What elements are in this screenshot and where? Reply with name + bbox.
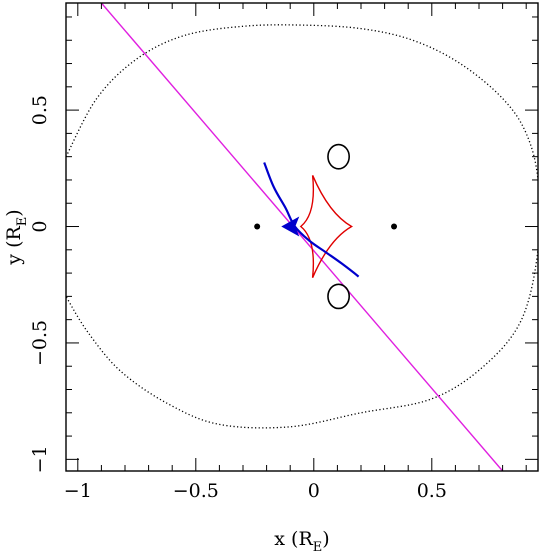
lens-position-1	[254, 223, 261, 230]
y-tick-label: 0.5	[29, 95, 51, 125]
central-caustic	[299, 175, 354, 278]
y-tick-label: 0	[29, 220, 51, 232]
lens-position-2	[391, 223, 398, 230]
y-tick-label: −0.5	[29, 320, 51, 366]
source-trajectory-line	[100, 3, 504, 471]
x-tick-label: 0	[308, 480, 320, 502]
plot-frame	[65, 2, 539, 472]
critical-curve	[66, 24, 538, 429]
plot-content	[66, 3, 538, 471]
planetary-caustic-2	[327, 283, 350, 310]
y-tick-label: −1	[29, 445, 51, 473]
axis-ticks	[66, 3, 538, 471]
x-axis-label: x (RE)	[274, 528, 329, 555]
x-tick-label: −1	[64, 480, 92, 502]
x-tick-label: 0.5	[417, 480, 447, 502]
source-track-curve	[263, 162, 360, 278]
tick-labels: −1 −0.5 0 0.5 −1 −0.5 0 0.5	[29, 95, 447, 502]
x-tick-label: −0.5	[173, 480, 219, 502]
y-axis-label: y (RE)	[3, 209, 30, 265]
planetary-caustic-1	[327, 143, 350, 170]
source-marker	[281, 216, 300, 237]
